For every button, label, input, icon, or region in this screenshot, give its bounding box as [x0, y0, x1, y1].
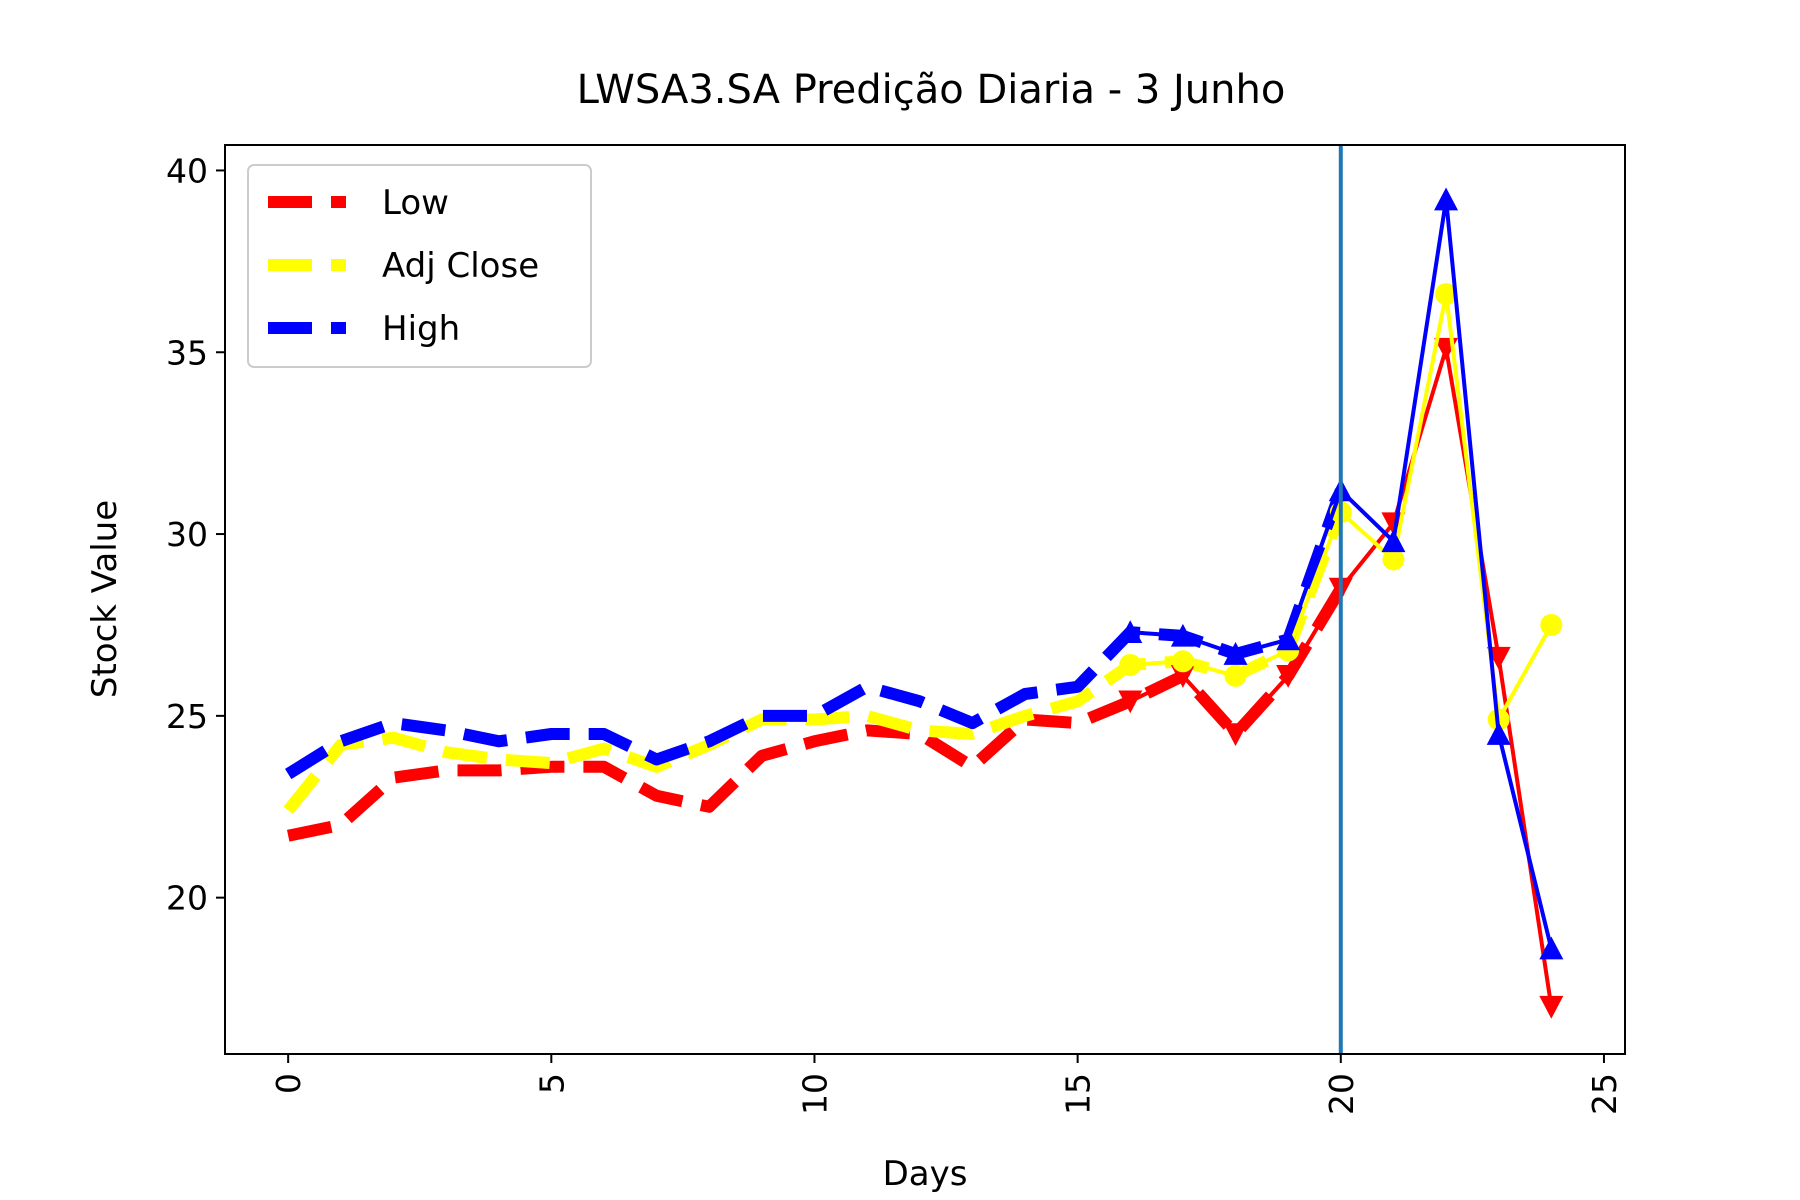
series-high-point — [1223, 642, 1248, 665]
y-tick-label: 35 — [166, 333, 208, 372]
series-high-point — [1170, 623, 1195, 647]
series-high-point — [1539, 936, 1564, 960]
series-adj-close-point — [1171, 650, 1194, 673]
y-axis: 20 25 30 35 40 — [166, 151, 225, 918]
x-tick-label: 25 — [1585, 1073, 1624, 1115]
series-high-point — [1434, 187, 1459, 211]
series-high-point — [1486, 722, 1511, 745]
x-tick-label: 10 — [795, 1073, 834, 1115]
plot-frame — [224, 144, 1626, 1055]
plot-area — [283, 145, 1564, 1054]
series-low-point — [1170, 665, 1195, 688]
series-adj-close-point — [1540, 613, 1563, 636]
y-tick-label: 20 — [166, 879, 208, 918]
y-tick-label: 30 — [166, 515, 208, 554]
x-tick-label: 15 — [1059, 1073, 1098, 1115]
series-adj-close-point — [1119, 653, 1142, 676]
legend-label-low: Low — [382, 183, 449, 223]
x-tick-label: 5 — [532, 1073, 571, 1094]
y-axis-label: Stock Value — [85, 500, 125, 698]
x-tick-label: 0 — [269, 1073, 308, 1094]
chart-title: LWSA3.SA Predição Diaria - 3 Junho — [577, 67, 1286, 113]
series-low-point — [1276, 665, 1301, 688]
series-high-point — [1118, 620, 1143, 644]
series-low-point — [1381, 512, 1406, 536]
series-high-point — [1276, 627, 1301, 651]
series-low-point — [1539, 995, 1564, 1019]
series-adj-close-point — [1224, 664, 1247, 687]
legend-label-adj-close: Adj Close — [382, 246, 539, 286]
series-low-point — [1223, 723, 1248, 747]
series-low-point — [1118, 690, 1143, 714]
series-adj-close-point — [1382, 548, 1405, 571]
x-axis: 0 5 10 15 20 25 — [269, 1054, 1624, 1115]
legend-label-high: High — [382, 309, 460, 349]
series-adj-close-point — [1435, 283, 1458, 306]
y-tick-label: 40 — [166, 151, 208, 190]
series-high-point — [1381, 529, 1406, 553]
legend-box — [247, 164, 592, 368]
legend: Low Adj Close High — [247, 164, 592, 368]
y-tick-label: 25 — [166, 697, 208, 736]
x-tick-label: 20 — [1322, 1073, 1361, 1115]
x-axis-label: Days — [883, 1154, 968, 1194]
